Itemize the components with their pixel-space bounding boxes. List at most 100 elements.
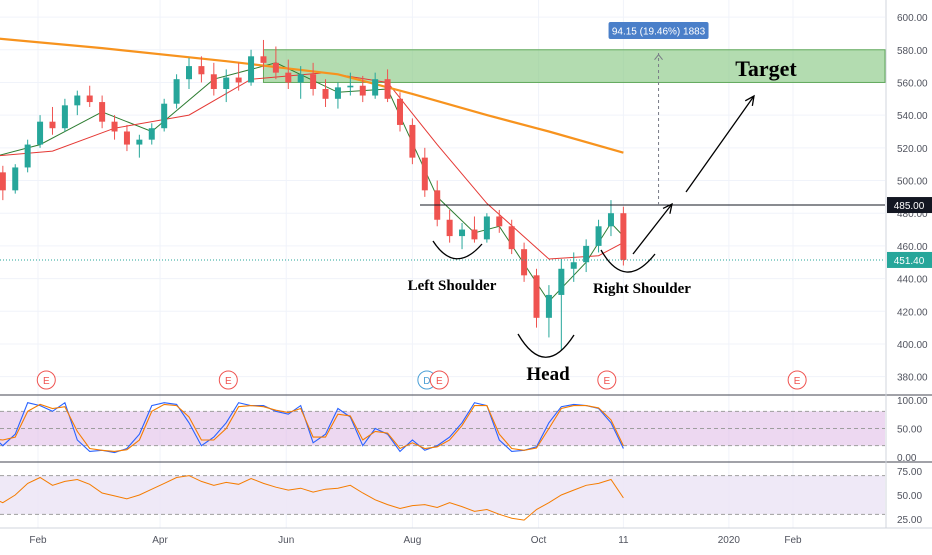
time-tick-label: 11 <box>618 535 629 546</box>
candle-body <box>173 79 180 104</box>
candle-body <box>446 219 453 237</box>
candle <box>235 62 242 91</box>
time-tick-label: Oct <box>531 535 547 546</box>
axes-layer: 380.00 400.00 420.00 440.00 460.00 480.00 500.… <box>29 13 932 546</box>
target-arrow-shaft <box>685 95 755 193</box>
candle-body <box>347 85 354 88</box>
target-label: Target <box>735 56 797 81</box>
price-tick-label: 400.00 <box>897 340 928 351</box>
candle-body <box>210 74 217 89</box>
candle-body <box>99 102 106 122</box>
marker-letter: E <box>43 376 50 387</box>
candle-body <box>74 95 81 106</box>
candle <box>372 72 379 99</box>
candle <box>186 57 192 89</box>
candle-body <box>248 56 255 83</box>
candle <box>446 209 453 243</box>
candle-body <box>334 87 341 99</box>
candle <box>37 115 44 148</box>
left-shoulder-arc <box>432 240 483 260</box>
candle <box>533 268 540 328</box>
candle-body <box>595 226 602 246</box>
rsi-line <box>0 475 624 521</box>
price-tick-label: 580.00 <box>897 46 928 57</box>
resistance-tag-box <box>887 197 932 214</box>
marker-letter: E <box>436 376 443 387</box>
candle <box>421 147 428 197</box>
price-tick-label: 560.00 <box>897 78 928 89</box>
stoch-tick-label: 100.00 <box>897 396 928 407</box>
marker-circle <box>597 370 617 390</box>
candlesticks-layer <box>0 39 627 351</box>
candle-body <box>285 72 292 83</box>
candle-body <box>49 121 56 129</box>
candle <box>24 139 31 173</box>
rsi-tick-label: 25.00 <box>897 515 922 526</box>
candle <box>0 165 6 201</box>
candle <box>396 92 403 132</box>
candle <box>74 90 81 116</box>
right-shoulder-arc <box>600 249 656 273</box>
measure-arrowhead <box>654 53 663 60</box>
candle <box>359 75 366 103</box>
price-tick-label: 480.00 <box>897 209 928 220</box>
earnings-marker[interactable]: E <box>597 370 617 390</box>
candle-body <box>0 172 6 191</box>
time-tick-label: Apr <box>152 535 168 546</box>
marker-circle <box>218 370 238 390</box>
rsi-tick-label: 75.00 <box>897 467 922 478</box>
candle-body <box>558 268 565 295</box>
target-arrow <box>685 94 755 193</box>
marker-circle <box>787 370 807 390</box>
candle <box>508 219 515 255</box>
candle <box>272 46 279 80</box>
earnings-marker[interactable]: E <box>36 370 56 390</box>
marker-circle <box>429 370 449 390</box>
right-shoulder-label: Right Shoulder <box>593 281 691 297</box>
candle <box>148 123 155 145</box>
candle-body <box>123 131 130 145</box>
candle-body <box>372 79 379 96</box>
candle-body <box>620 213 627 260</box>
candle <box>607 200 614 237</box>
candle <box>297 66 304 99</box>
price-tick-label: 520.00 <box>897 144 928 155</box>
price-tick-label: 460.00 <box>897 242 928 253</box>
candle <box>384 69 391 103</box>
candle-body <box>37 121 44 145</box>
earnings-marker[interactable]: E <box>218 370 238 390</box>
last-price-tag-box <box>887 251 932 268</box>
candle <box>595 219 602 253</box>
candle <box>409 118 416 165</box>
marker-circle <box>36 370 56 390</box>
candle-body <box>322 88 329 99</box>
candle-body <box>607 213 614 227</box>
earnings-marker[interactable]: E <box>787 370 807 390</box>
candle-body <box>570 262 577 269</box>
ma-line-ma-mid <box>0 72 624 260</box>
candle <box>123 124 130 152</box>
candle-body <box>86 95 93 103</box>
candle <box>136 134 143 158</box>
stoch-line-d <box>0 403 624 452</box>
candle-body <box>198 66 205 75</box>
last-price-tag-text: 451.40 <box>894 256 925 267</box>
breakout-arrow <box>632 202 673 255</box>
candle <box>86 85 93 107</box>
time-tick-label: Feb <box>29 535 47 546</box>
price-tick-label: 420.00 <box>897 307 928 318</box>
head-arc <box>517 333 575 358</box>
target-arrow-head <box>744 94 755 106</box>
candle-body <box>421 157 428 191</box>
candle-body <box>111 121 118 132</box>
candle-body <box>545 294 552 318</box>
candle-body <box>359 85 366 96</box>
rsi-panel <box>0 475 885 521</box>
candle <box>483 213 490 243</box>
candle-body <box>508 226 515 250</box>
candle-body <box>384 79 391 99</box>
earnings-marker[interactable]: E <box>429 370 449 390</box>
candle <box>545 285 552 338</box>
resistance-price-tag: 485.00 <box>887 197 932 214</box>
